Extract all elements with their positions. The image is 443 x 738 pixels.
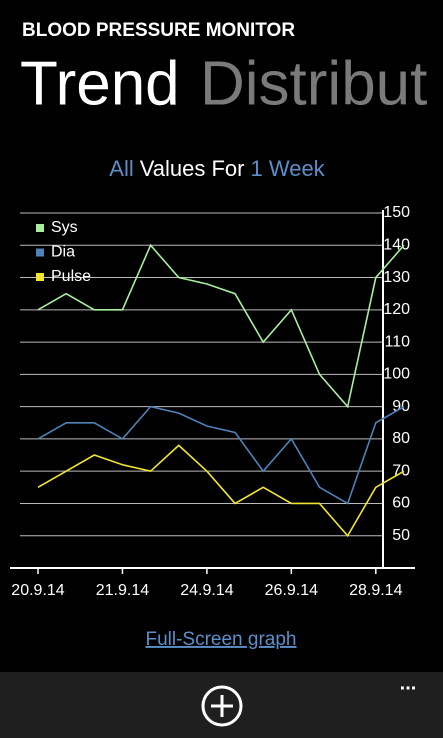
y-tick-label: 100 [383,366,410,383]
chart-title: All Values For 1 Week [109,156,325,181]
legend-label: Sys [51,219,78,236]
series-line [37,243,405,409]
x-tick-label: 21.9.14 [96,582,149,599]
legend-swatch [36,273,44,281]
y-tick-label: 50 [392,527,410,544]
y-tick-label: 110 [384,333,410,350]
title-period[interactable]: 1 Week [251,156,326,181]
y-tick-label: 150 [383,204,410,221]
x-tick-label: 28.9.14 [349,582,402,599]
add-circle [201,685,243,727]
y-tick-label: 140 [383,236,410,253]
y-tick-label: 60 [392,495,410,512]
full-screen-link[interactable]: Full-Screen graph [145,629,296,650]
series-line [37,405,405,505]
y-tick-label: 130 [383,269,410,286]
x-tick-label: 20.9.14 [11,582,64,599]
y-tick-label: 80 [392,430,410,447]
more-button[interactable]: ... [400,672,417,694]
legend-label: Pulse [51,268,91,285]
app-title: BLOOD PRESSURE MONITOR [22,20,295,41]
y-tick-label: 120 [383,301,410,318]
legend-swatch [36,248,44,257]
legend-label: Dia [51,244,75,261]
legend-swatch [36,224,44,232]
title-text: Values For [140,156,245,181]
x-tick-label: 26.9.14 [265,582,318,599]
series-line [37,444,405,538]
title-range[interactable]: All [109,156,133,181]
x-tick-label: 24.9.14 [180,582,233,599]
add-button[interactable] [201,685,243,727]
pivot-trend[interactable]: Trend [20,49,180,118]
pivot-distribution[interactable]: Distribut [200,49,427,118]
